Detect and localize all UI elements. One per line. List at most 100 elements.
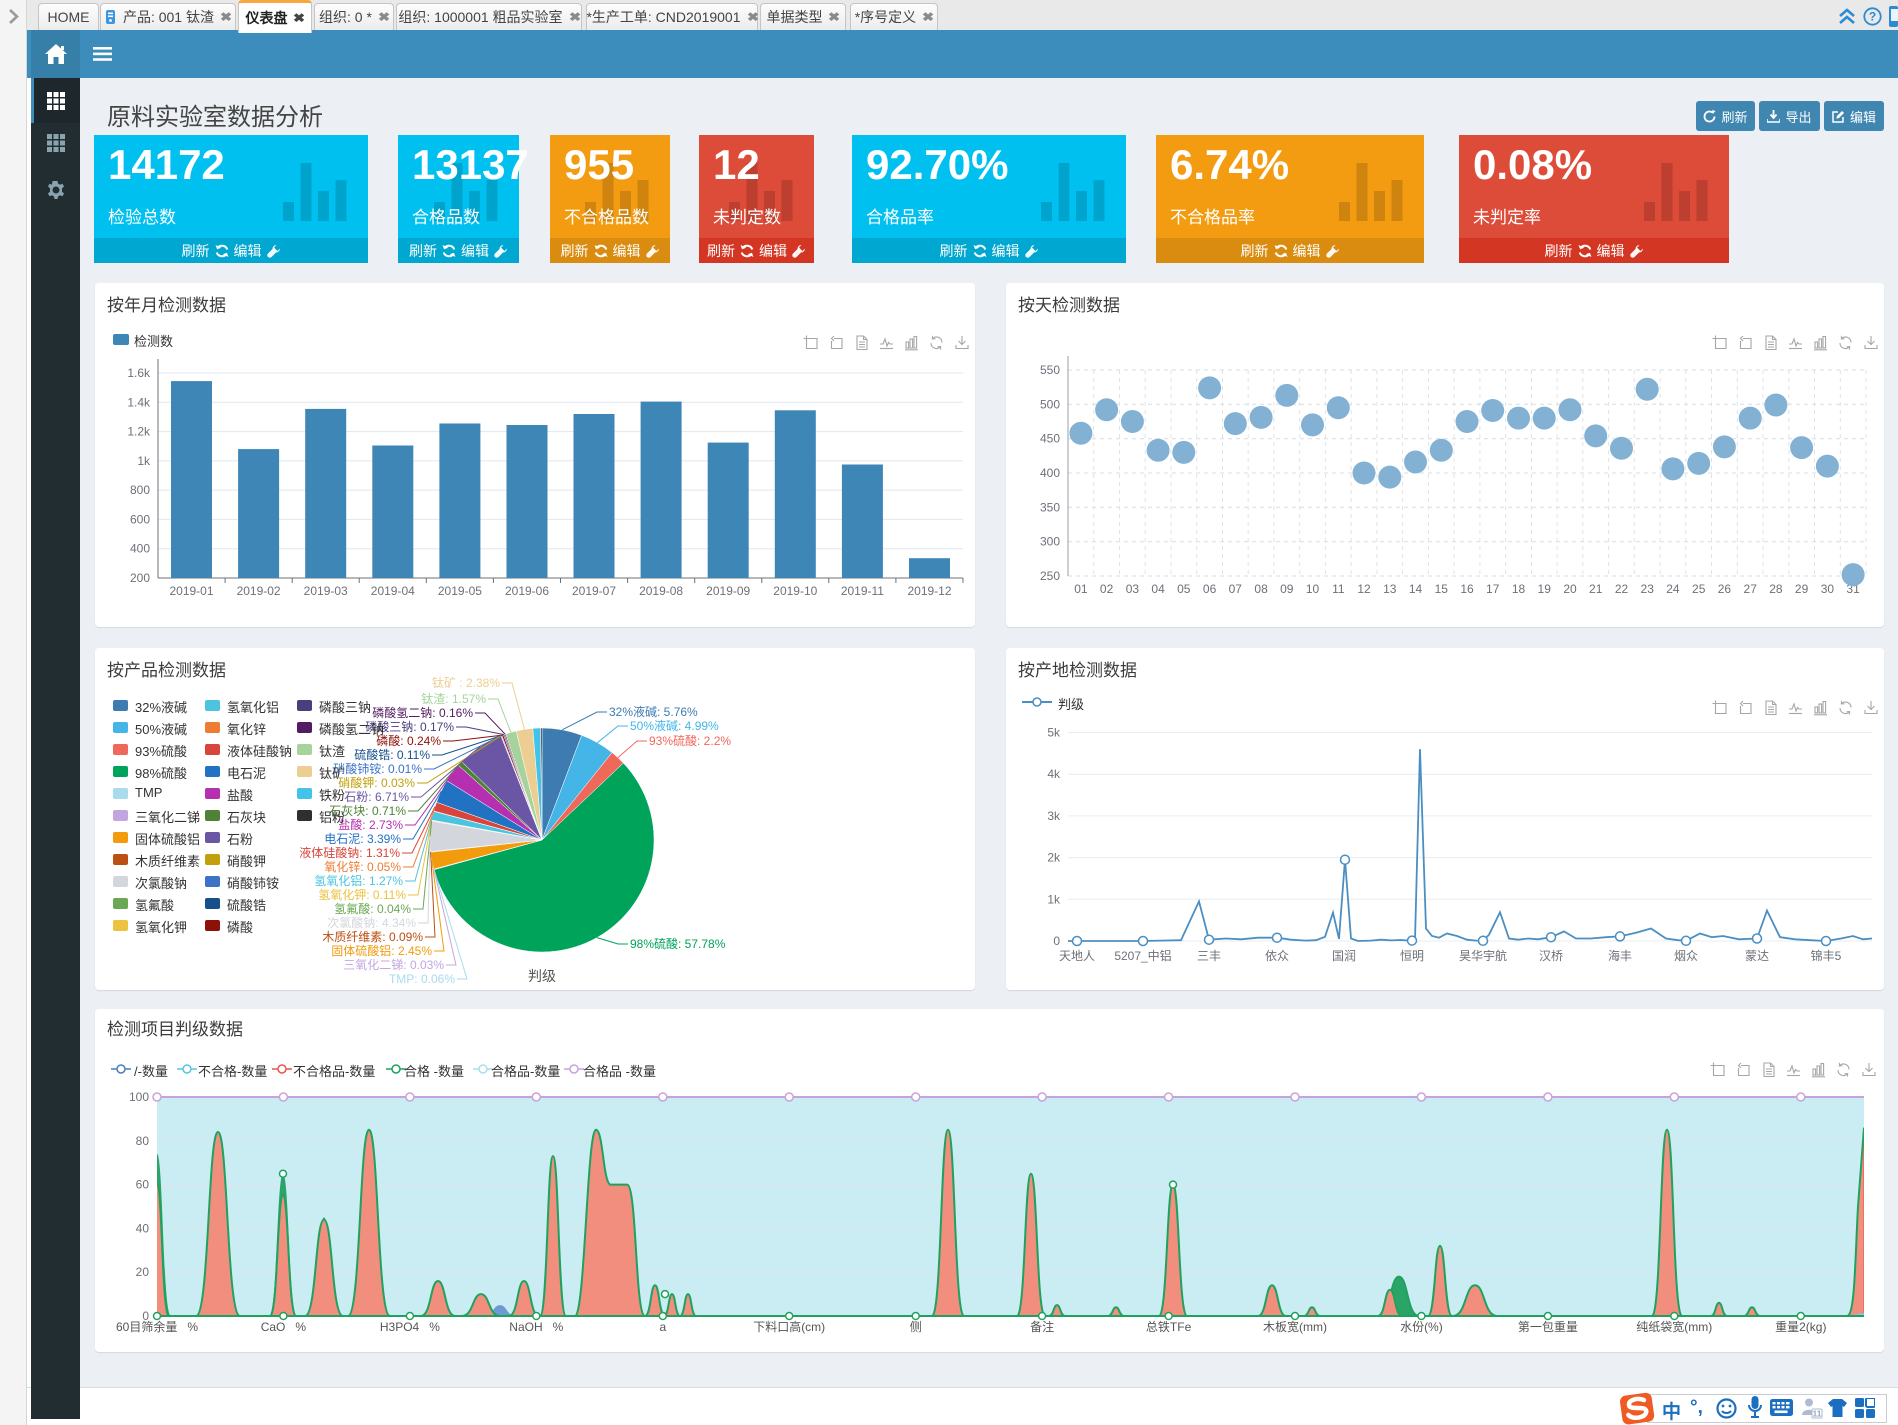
svg-text:11: 11 (1332, 582, 1345, 596)
svg-text:CaO %: CaO % (261, 1320, 307, 1334)
svg-text:0: 0 (1053, 934, 1060, 948)
svg-text:60: 60 (136, 1178, 150, 1192)
svg-text:24: 24 (1666, 582, 1680, 596)
svg-text:2019-09: 2019-09 (706, 584, 750, 598)
svg-text:烟众: 烟众 (1674, 949, 1698, 963)
svg-text:29: 29 (1795, 582, 1809, 596)
svg-text:2019-05: 2019-05 (438, 584, 482, 598)
svg-text:次氯酸钠: 4.34%: 次氯酸钠: 4.34% (327, 915, 416, 930)
svg-text:三丰: 三丰 (1197, 949, 1221, 963)
svg-text:11: 11 (1813, 1409, 1822, 1419)
svg-text:液体硅酸钠: 1.31%: 液体硅酸钠: 1.31% (299, 845, 400, 860)
svg-text:1k: 1k (1047, 892, 1061, 906)
svg-text:30: 30 (1821, 582, 1835, 596)
svg-text:1.6k: 1.6k (127, 366, 151, 380)
svg-text:09: 09 (1280, 582, 1294, 596)
svg-text:20: 20 (1563, 582, 1577, 596)
svg-text:氢氟酸: 0.04%: 氢氟酸: 0.04% (334, 901, 411, 916)
svg-text:水份(%): 水份(%) (1400, 1320, 1443, 1334)
svg-text:2019-06: 2019-06 (505, 584, 549, 598)
svg-text:26: 26 (1718, 582, 1732, 596)
svg-text:98%硫酸: 57.78%: 98%硫酸: 57.78% (630, 936, 726, 951)
svg-text:2019-11: 2019-11 (841, 584, 884, 598)
svg-text:海丰: 海丰 (1608, 948, 1632, 963)
svg-text:第一包重量: 第一包重量 (1518, 1320, 1578, 1334)
svg-text:18: 18 (1512, 582, 1526, 596)
svg-text:400: 400 (130, 542, 150, 556)
svg-text:石灰块: 0.71%: 石灰块: 0.71% (329, 804, 406, 818)
svg-text:500: 500 (1040, 397, 1060, 411)
svg-text:木板宽(mm): 木板宽(mm) (1263, 1319, 1327, 1334)
svg-text:300: 300 (1040, 535, 1060, 549)
svg-text:15: 15 (1435, 582, 1449, 596)
svg-text:侧: 侧 (910, 1320, 922, 1334)
svg-text:28: 28 (1769, 582, 1783, 596)
svg-text:2019-08: 2019-08 (639, 584, 683, 598)
svg-text:25: 25 (1692, 582, 1706, 596)
svg-text:14: 14 (1409, 582, 1423, 596)
svg-text:21: 21 (1589, 582, 1603, 596)
svg-text:钛渣: 1.57%: 钛渣: 1.57% (421, 691, 486, 706)
svg-text:磷酸氢二钠: 0.16%: 磷酸氢二钠: 0.16% (372, 705, 473, 720)
svg-text:天地人: 天地人 (1059, 949, 1095, 963)
svg-text:氧化锌: 0.05%: 氧化锌: 0.05% (324, 860, 401, 874)
svg-text:硝酸铈铵: 0.01%: 硝酸铈铵: 0.01% (333, 761, 422, 776)
svg-text:2k: 2k (1047, 851, 1061, 865)
svg-text:80: 80 (136, 1134, 150, 1148)
svg-text:450: 450 (1040, 432, 1060, 446)
svg-text:2019-10: 2019-10 (773, 584, 817, 598)
svg-text:硝酸钾: 0.03%: 硝酸钾: 0.03% (338, 775, 415, 790)
svg-text:27: 27 (1744, 582, 1758, 596)
svg-text:1.2k: 1.2k (127, 425, 151, 439)
svg-text:13: 13 (1383, 582, 1397, 596)
svg-text:100: 100 (129, 1090, 149, 1104)
svg-text:石粉: 6.71%: 石粉: 6.71% (344, 790, 409, 804)
svg-text:硫酸锆: 0.11%: 硫酸锆: 0.11% (354, 747, 430, 762)
svg-text:国润: 国润 (1332, 949, 1356, 963)
svg-text:磷酸三钠: 0.17%: 磷酸三钠: 0.17% (365, 719, 454, 734)
svg-text:23: 23 (1641, 582, 1655, 596)
svg-text:磷酸: 0.24%: 磷酸: 0.24% (376, 733, 441, 748)
svg-text:60目筛余量 %: 60目筛余量 % (116, 1319, 198, 1334)
svg-text:氢氧化钾: 0.11%: 氢氧化钾: 0.11% (318, 887, 406, 902)
svg-text:备注: 备注 (1030, 1319, 1054, 1334)
svg-text:三氧化二锑: 0.03%: 三氧化二锑: 0.03% (343, 958, 444, 972)
svg-text:02: 02 (1100, 582, 1114, 596)
svg-text:12: 12 (1357, 582, 1371, 596)
svg-text:16: 16 (1460, 582, 1474, 596)
svg-text:蒙达: 蒙达 (1745, 949, 1769, 963)
svg-text:400: 400 (1040, 466, 1060, 480)
svg-text:350: 350 (1040, 500, 1060, 514)
svg-text:20: 20 (136, 1265, 150, 1279)
svg-text:纯纸袋宽(mm): 纯纸袋宽(mm) (1636, 1319, 1712, 1334)
svg-text:17: 17 (1486, 582, 1500, 596)
svg-text:32%液碱: 5.76%: 32%液碱: 5.76% (609, 704, 698, 719)
svg-text:1.4k: 1.4k (127, 395, 151, 409)
svg-text:2019-04: 2019-04 (371, 584, 415, 598)
svg-text:2019-12: 2019-12 (907, 584, 951, 598)
svg-text:19: 19 (1538, 582, 1552, 596)
svg-text:01: 01 (1074, 582, 1088, 596)
svg-text:2019-01: 2019-01 (169, 584, 213, 598)
svg-text:钛矿 : 2.38%: 钛矿 : 2.38% (432, 675, 500, 690)
svg-text:200: 200 (130, 571, 150, 585)
svg-text:93%硫酸: 2.2%: 93%硫酸: 2.2% (649, 733, 731, 748)
svg-text:05: 05 (1177, 582, 1191, 596)
svg-text:H3PO4 %: H3PO4 % (380, 1320, 440, 1334)
svg-text:氢氧化铝: 1.27%: 氢氧化铝: 1.27% (314, 873, 403, 888)
svg-text:锦丰5: 锦丰5 (1811, 949, 1842, 963)
svg-text:50%液碱: 4.99%: 50%液碱: 4.99% (630, 718, 719, 733)
svg-text:600: 600 (130, 512, 150, 526)
svg-text:重量2(kg): 重量2(kg) (1775, 1320, 1826, 1334)
svg-text:总铁TFe: 总铁TFe (1146, 1320, 1192, 1334)
svg-text:06: 06 (1203, 582, 1217, 596)
svg-text:恒明: 恒明 (1400, 949, 1424, 963)
svg-text:昊华宇航: 昊华宇航 (1459, 948, 1507, 963)
svg-text:03: 03 (1126, 582, 1140, 596)
svg-text:依众: 依众 (1265, 948, 1289, 963)
svg-text:04: 04 (1151, 582, 1165, 596)
svg-text:2019-02: 2019-02 (237, 584, 281, 598)
svg-text:07: 07 (1229, 582, 1243, 596)
svg-text:22: 22 (1615, 582, 1629, 596)
svg-text:判级: 判级 (528, 968, 556, 984)
